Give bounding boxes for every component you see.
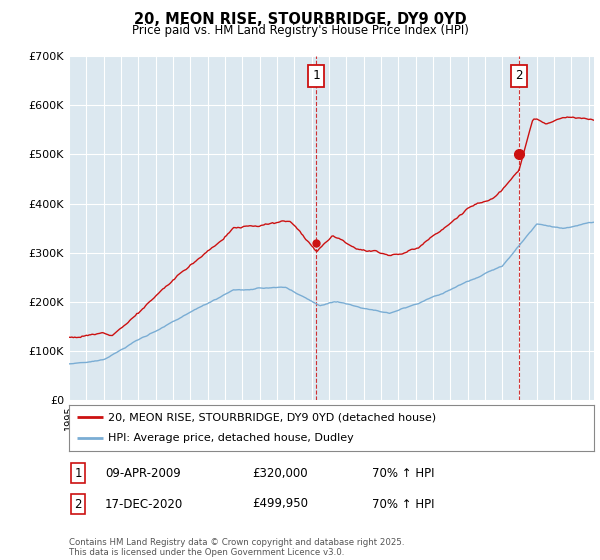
Text: 70% ↑ HPI: 70% ↑ HPI — [372, 497, 434, 511]
Text: £499,950: £499,950 — [252, 497, 308, 511]
Text: Contains HM Land Registry data © Crown copyright and database right 2025.
This d: Contains HM Land Registry data © Crown c… — [69, 538, 404, 557]
Text: Price paid vs. HM Land Registry's House Price Index (HPI): Price paid vs. HM Land Registry's House … — [131, 24, 469, 36]
Text: HPI: Average price, detached house, Dudley: HPI: Average price, detached house, Dudl… — [109, 433, 354, 444]
Text: 17-DEC-2020: 17-DEC-2020 — [105, 497, 183, 511]
Text: 20, MEON RISE, STOURBRIDGE, DY9 0YD: 20, MEON RISE, STOURBRIDGE, DY9 0YD — [134, 12, 466, 27]
Text: 1: 1 — [74, 466, 82, 480]
Text: 70% ↑ HPI: 70% ↑ HPI — [372, 466, 434, 480]
Text: 2: 2 — [515, 69, 523, 82]
Text: 20, MEON RISE, STOURBRIDGE, DY9 0YD (detached house): 20, MEON RISE, STOURBRIDGE, DY9 0YD (det… — [109, 412, 437, 422]
Text: 09-APR-2009: 09-APR-2009 — [105, 466, 181, 480]
Text: 2: 2 — [74, 497, 82, 511]
Text: 1: 1 — [313, 69, 320, 82]
Text: £320,000: £320,000 — [252, 466, 308, 480]
